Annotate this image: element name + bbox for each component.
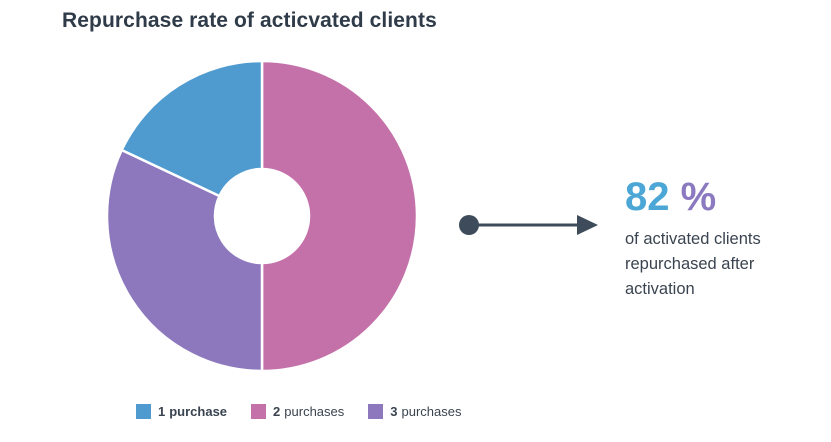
highlight-stat: 82 % of activated clients repurchased af… <box>625 174 805 302</box>
stat-description: of activated clients repurchased after a… <box>625 230 761 298</box>
legend-item-3-purchases: 3 purchases <box>368 404 461 419</box>
legend-count: 3 <box>390 404 398 419</box>
legend-label: purchases <box>401 404 462 419</box>
legend-label: purchase <box>169 404 228 419</box>
legend-swatch <box>368 404 384 419</box>
stat-unit: % <box>680 175 717 219</box>
donut-chart <box>105 59 419 373</box>
legend-item-1-purchase: 1 purchase <box>136 404 227 419</box>
chart-title: Repurchase rate of acticvated clients <box>62 9 437 32</box>
legend-count: 1 <box>158 404 166 419</box>
legend-swatch <box>251 404 267 419</box>
legend-count: 2 <box>273 404 281 419</box>
legend-item-2-purchases: 2 purchases <box>251 404 344 419</box>
donut-slice-2-purchases <box>260 59 419 373</box>
stat-number: 82 <box>625 175 670 219</box>
legend-label: purchases <box>284 404 345 419</box>
stat-value: 82 % <box>625 174 805 220</box>
legend: 1 purchase 2 purchases 3 purchases <box>136 404 485 419</box>
legend-swatch <box>136 404 151 419</box>
arrow-connector <box>459 215 598 235</box>
arrow-head <box>577 215 598 235</box>
donut-slice-3-purchases <box>105 148 264 373</box>
donut-slice-1-purchase <box>120 59 264 198</box>
